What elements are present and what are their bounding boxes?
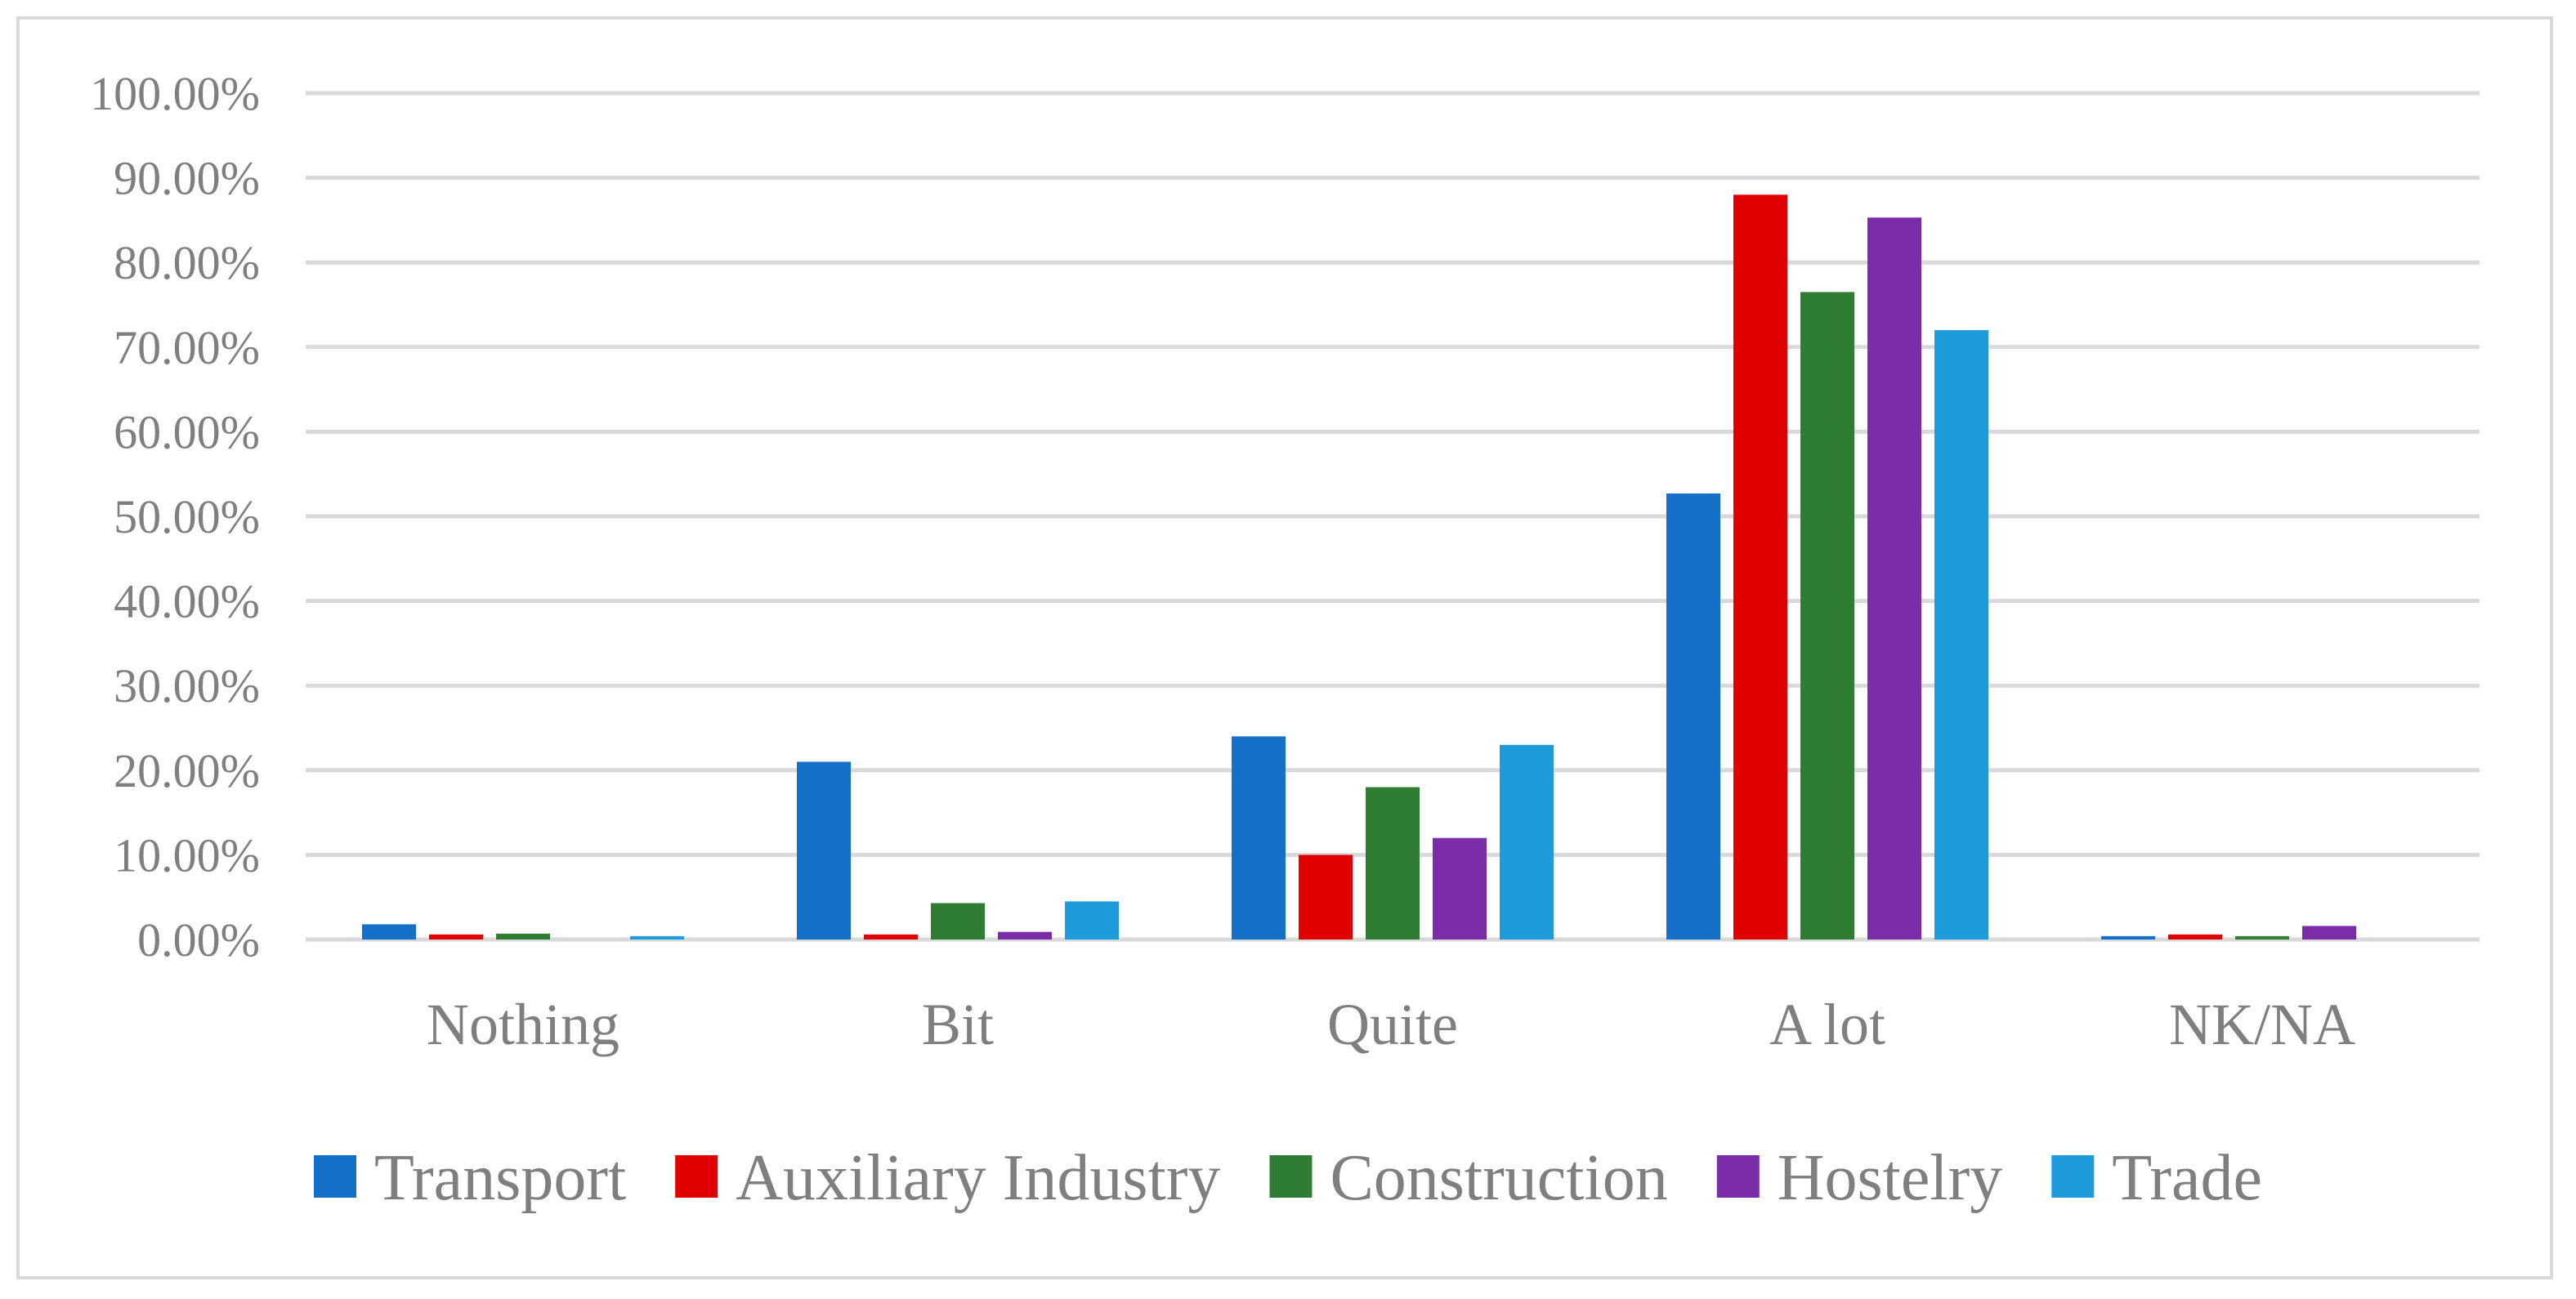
x-category-label: Bit <box>922 992 994 1057</box>
y-tick-label: 60.00% <box>114 405 260 458</box>
y-tick-label: 100.00% <box>90 67 260 120</box>
bar-hostelry <box>1433 837 1487 940</box>
bar-hostelry <box>998 931 1052 940</box>
chart-frame <box>16 16 2553 1279</box>
y-tick-label: 90.00% <box>114 152 260 205</box>
legend-label: Trade <box>2112 1142 2262 1214</box>
bar-auxiliary-industry <box>1299 855 1353 940</box>
legend-swatch <box>1269 1155 1313 1198</box>
bars <box>362 194 2356 940</box>
bar-auxiliary-industry <box>2168 934 2222 940</box>
bar-construction <box>1366 787 1420 940</box>
legend-swatch <box>675 1155 718 1198</box>
bar-transport <box>797 761 851 940</box>
bar-transport <box>1232 736 1286 940</box>
x-category-label: A lot <box>1769 992 1885 1057</box>
bar-construction <box>2235 935 2289 940</box>
y-tick-label: 10.00% <box>114 828 260 882</box>
legend-swatch <box>1716 1155 1760 1198</box>
bar-transport <box>1666 493 1720 940</box>
legend-label: Auxiliary Industry <box>736 1142 1220 1214</box>
bar-hostelry <box>2302 926 2356 940</box>
bar-auxiliary-industry <box>1733 194 1787 940</box>
y-tick-label: 80.00% <box>114 236 260 289</box>
legend-swatch <box>313 1155 356 1198</box>
bar-transport <box>2101 935 2155 940</box>
bar-construction <box>931 903 985 940</box>
x-category-label: Nothing <box>427 992 619 1057</box>
y-axis-ticks: 0.00% 10.00% 20.00% 30.00% 40.00% 50.00% 60.00… <box>90 67 260 966</box>
bar-construction <box>496 933 550 940</box>
bar-trade <box>630 935 684 940</box>
bar-auxiliary-industry <box>864 934 918 940</box>
bar-auxiliary-industry <box>429 934 483 940</box>
legend-label: Transport <box>374 1142 626 1214</box>
bar-hostelry <box>1867 217 1921 940</box>
y-tick-label: 70.00% <box>114 321 260 374</box>
y-tick-label: 40.00% <box>114 575 260 628</box>
bar-trade <box>1065 901 1119 940</box>
y-tick-label: 0.00% <box>137 913 260 966</box>
y-tick-label: 30.00% <box>114 659 260 712</box>
x-category-label: Quite <box>1327 992 1458 1057</box>
bar-trade <box>1500 744 1554 940</box>
x-axis-categories: Nothing Bit Quite A lot NK/NA <box>427 992 2355 1057</box>
y-tick-label: 20.00% <box>114 744 260 797</box>
legend-label: Construction <box>1330 1142 1667 1214</box>
legend-label: Hostelry <box>1778 1142 2003 1214</box>
bar-trade <box>1934 330 1988 940</box>
legend: Transport Auxiliary Industry Construction H… <box>313 1142 2262 1214</box>
x-category-label: NK/NA <box>2169 992 2355 1057</box>
bar-transport <box>362 924 416 940</box>
y-tick-label: 50.00% <box>114 490 260 543</box>
bar-construction <box>1800 292 1854 940</box>
legend-swatch <box>2051 1155 2095 1198</box>
